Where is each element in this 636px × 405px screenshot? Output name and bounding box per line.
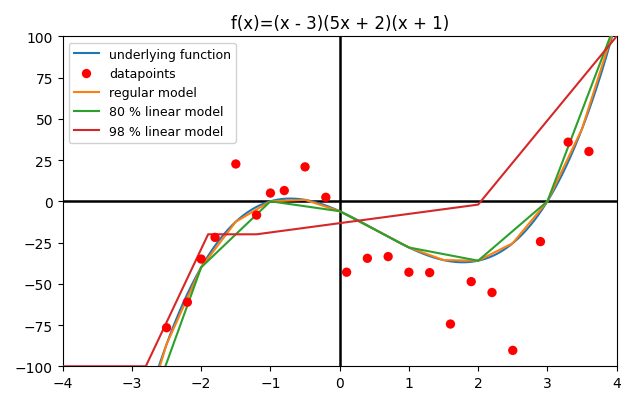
underlying function: [328, 206, 336, 211]
98 % linear model: [613, 35, 621, 40]
regular model: [544, 199, 551, 204]
datapoints: [584, 149, 594, 156]
datapoints: [404, 269, 414, 276]
datapoints: [265, 190, 275, 197]
regular model: [509, 241, 516, 246]
Line: underlying function: underlying function: [63, 21, 617, 405]
underlying function: [597, 75, 604, 79]
underlying function: [314, 201, 321, 206]
underlying function: [613, 18, 621, 23]
regular model: [232, 220, 240, 225]
80 % linear model: [266, 199, 274, 204]
98 % linear model: [142, 364, 149, 369]
datapoints: [563, 140, 573, 146]
regular model: [613, 18, 621, 23]
regular model: [439, 258, 447, 263]
98 % linear model: [204, 232, 212, 237]
regular model: [197, 265, 205, 270]
datapoints: [536, 239, 546, 245]
98 % linear model: [252, 232, 260, 237]
80 % linear model: [336, 209, 343, 214]
regular model: [163, 342, 170, 347]
datapoints: [342, 269, 352, 276]
datapoints: [251, 212, 261, 219]
Line: 80 % linear model: 80 % linear model: [63, 21, 617, 405]
regular model: [371, 227, 378, 232]
regular model: [266, 199, 274, 204]
80 % linear model: [197, 265, 205, 270]
98 % linear model: [474, 202, 482, 207]
80 % linear model: [544, 199, 551, 204]
datapoints: [508, 347, 518, 354]
80 % linear model: [613, 18, 621, 23]
datapoints: [231, 161, 241, 168]
80 % linear model: [474, 259, 482, 264]
datapoints: [210, 234, 220, 241]
underlying function: [597, 74, 604, 79]
regular model: [336, 209, 343, 214]
regular model: [578, 127, 586, 132]
Line: regular model: regular model: [63, 21, 617, 405]
datapoints: [363, 256, 373, 262]
Legend: underlying function, datapoints, regular model, 80 % linear model, 98 % linear m: underlying function, datapoints, regular…: [69, 43, 236, 143]
datapoints: [183, 299, 193, 306]
regular model: [405, 245, 413, 250]
datapoints: [162, 325, 172, 331]
datapoints: [196, 256, 206, 263]
80 % linear model: [405, 245, 413, 250]
Line: 98 % linear model: 98 % linear model: [63, 37, 617, 367]
datapoints: [466, 279, 476, 285]
regular model: [474, 259, 482, 264]
regular model: [301, 198, 309, 203]
datapoints: [279, 188, 289, 194]
datapoints: [487, 290, 497, 296]
Title: f(x)=(x - 3)(5x + 2)(x + 1): f(x)=(x - 3)(5x + 2)(x + 1): [230, 15, 449, 33]
datapoints: [445, 321, 455, 328]
datapoints: [425, 270, 435, 276]
underlying function: [495, 251, 502, 256]
98 % linear model: [59, 364, 67, 369]
datapoints: [300, 164, 310, 171]
datapoints: [383, 254, 393, 260]
datapoints: [321, 194, 331, 201]
